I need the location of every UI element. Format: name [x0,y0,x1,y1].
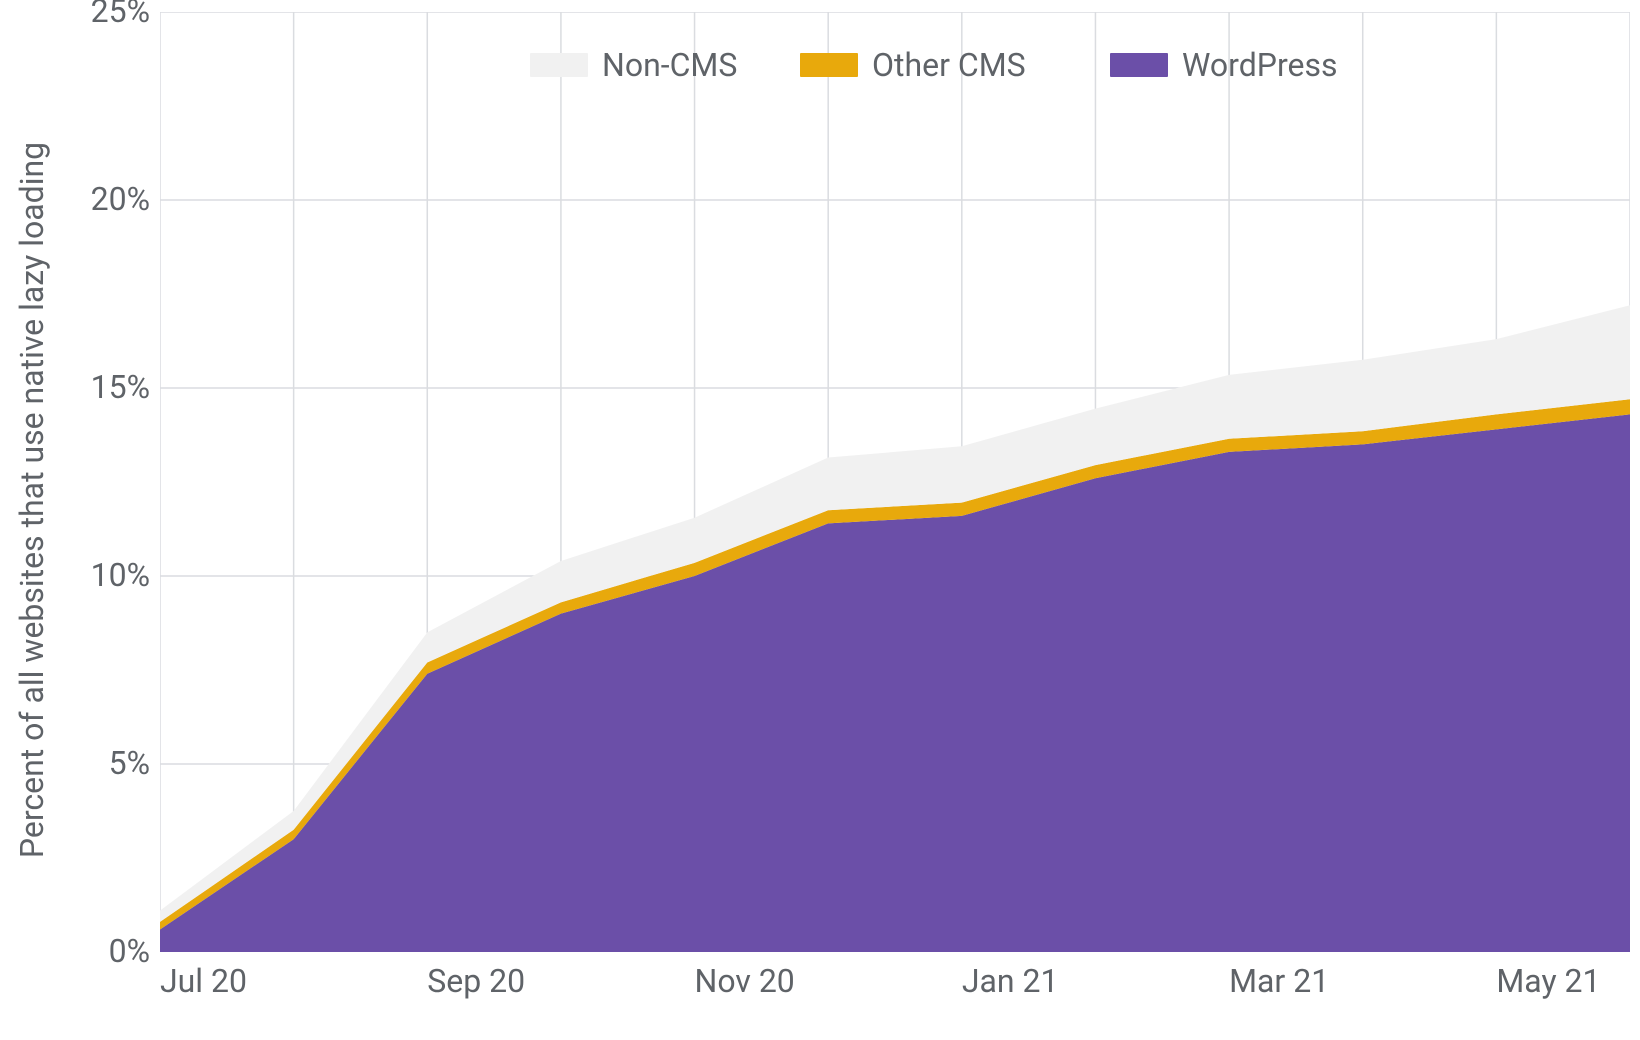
legend-item: WordPress [1110,46,1337,84]
legend-item: Other CMS [800,46,1026,84]
y-axis-title: Percent of all websites that use native … [13,142,51,858]
y-tick-label: 5% [60,744,150,782]
y-tick-label: 20% [60,180,150,218]
chart-svg [160,12,1630,952]
x-tick-label: Jan 21 [962,962,1059,1000]
y-tick-label: 0% [60,932,150,970]
legend-item: Non-CMS [530,46,737,84]
x-tick-label: Jul 20 [160,962,247,1000]
legend-label: WordPress [1182,46,1337,84]
y-tick-label: 10% [60,556,150,594]
legend-label: Other CMS [872,46,1026,84]
y-tick-label: 15% [60,368,150,406]
legend-swatch [530,53,588,77]
area-chart: Percent of all websites that use native … [0,0,1640,1040]
legend-swatch [800,53,858,77]
x-tick-label: May 21 [1496,962,1600,1000]
y-tick-label: 25% [60,0,150,30]
x-tick-label: Nov 20 [695,962,795,1000]
x-tick-label: Mar 21 [1229,962,1329,1000]
x-tick-label: Sep 20 [427,962,525,1000]
legend-swatch [1110,53,1168,77]
legend-label: Non-CMS [602,46,737,84]
plot-area: Non-CMS Other CMS WordPress [160,12,1630,952]
